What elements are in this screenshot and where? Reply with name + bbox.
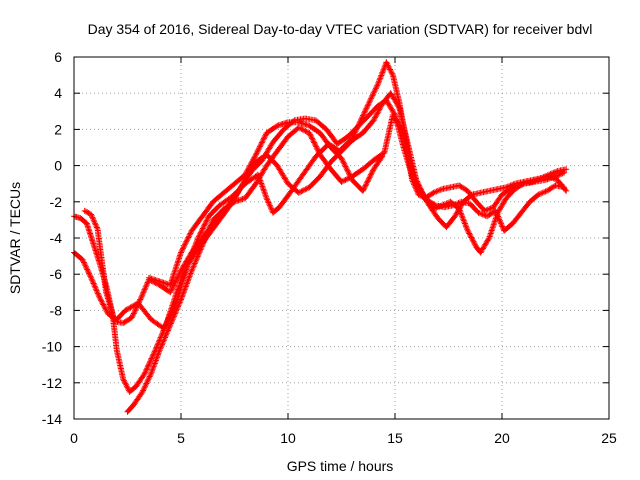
- axis-ticks: 0 5 10 15 20 25 -14 -12 -10 -8 -6 -4 -2 0 2 4 6: [42, 49, 617, 446]
- y-axis-label: SDTVAR / TECUs: [7, 182, 23, 294]
- chart-title: Day 354 of 2016, Sidereal Day-to-day VTE…: [88, 21, 593, 37]
- x-tick-label: 20: [494, 430, 510, 446]
- x-tick-label: 10: [280, 430, 296, 446]
- y-tick-label: -12: [42, 375, 62, 391]
- y-tick-label: -10: [42, 339, 62, 355]
- series-track-5: [81, 90, 403, 327]
- y-tick-label: -4: [50, 230, 63, 246]
- y-tick-label: -14: [42, 411, 62, 427]
- series-track-7: [124, 124, 388, 415]
- series-track-9: [145, 119, 386, 289]
- x-tick-label: 15: [387, 430, 403, 446]
- x-tick-label: 5: [177, 430, 185, 446]
- x-tick-label: 25: [601, 430, 617, 446]
- series-markers: [81, 90, 403, 327]
- data-points: [71, 59, 570, 415]
- series-markers: [381, 111, 568, 234]
- y-tick-label: 4: [54, 85, 62, 101]
- series-markers: [124, 124, 388, 415]
- y-tick-label: -6: [50, 266, 63, 282]
- y-tick-label: 0: [54, 158, 62, 174]
- y-tick-label: 2: [54, 121, 62, 137]
- x-axis-label: GPS time / hours: [287, 458, 394, 474]
- series-markers: [145, 119, 386, 289]
- series-track-8: [381, 111, 568, 234]
- y-tick-label: 6: [54, 49, 62, 65]
- y-tick-label: -8: [50, 302, 63, 318]
- x-tick-label: 0: [70, 430, 78, 446]
- y-tick-label: -2: [50, 194, 63, 210]
